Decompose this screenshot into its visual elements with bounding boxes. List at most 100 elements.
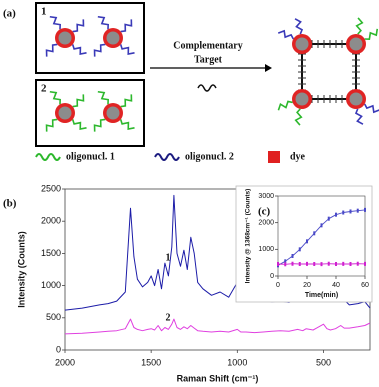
plot-frame <box>277 195 366 277</box>
x-tick-label: 2000 <box>55 357 75 367</box>
strand <box>49 15 61 30</box>
strand <box>277 100 293 111</box>
particle-core <box>295 92 309 106</box>
point <box>284 259 287 264</box>
point <box>320 262 323 267</box>
strand <box>45 118 58 132</box>
strand <box>363 103 379 114</box>
target-strand <box>197 84 217 92</box>
y-tick-label: 0 <box>270 273 274 280</box>
strand <box>119 119 135 131</box>
strand <box>72 19 85 33</box>
point <box>342 261 345 266</box>
particle-core <box>349 37 363 51</box>
point <box>277 262 279 266</box>
particle-core <box>349 92 363 106</box>
strand <box>93 43 106 57</box>
strand <box>45 43 58 57</box>
point <box>306 239 308 244</box>
strand <box>294 18 304 35</box>
point <box>364 261 366 266</box>
strand <box>364 28 379 40</box>
x-tick-label: 20 <box>303 282 311 289</box>
assembly-frame <box>301 43 357 100</box>
x-axis-label: Time(min) <box>305 292 338 299</box>
y-tick-label: 500 <box>46 312 61 322</box>
legend-dye <box>268 151 280 163</box>
x-tick-label: 60 <box>361 282 369 289</box>
y-tick-label: 2500 <box>41 183 61 193</box>
x-axis-label: Raman Shift (cm⁻¹) <box>177 373 259 383</box>
point <box>349 209 352 214</box>
strand <box>294 108 303 126</box>
strand <box>71 119 87 131</box>
strand <box>277 29 295 40</box>
strand <box>120 19 133 33</box>
legend-label: dye <box>290 151 306 162</box>
series-label: 2 <box>166 312 171 323</box>
point <box>364 207 366 212</box>
point <box>335 212 337 217</box>
x-tick-label: 500 <box>316 357 331 367</box>
x-tick-label: 1500 <box>141 357 161 367</box>
box-label: 1 <box>41 6 47 18</box>
legend-strand <box>154 153 180 161</box>
panel-label: (a) <box>3 8 16 20</box>
strand <box>49 90 61 105</box>
panel-label: (b) <box>3 198 17 210</box>
panel-label: (c) <box>258 206 271 218</box>
strand <box>97 90 109 105</box>
y-tick-label: 2000 <box>41 216 61 226</box>
strand <box>354 108 364 125</box>
point <box>306 261 308 266</box>
strand <box>355 17 364 35</box>
legend-label: oligonucl. 2 <box>185 151 234 162</box>
y-tick-label: 1500 <box>41 248 61 258</box>
point <box>313 231 316 236</box>
legend-strand <box>35 153 61 161</box>
y-tick-label: 1000 <box>258 246 274 253</box>
box <box>35 79 145 147</box>
particles <box>45 15 379 132</box>
box-label: 2 <box>41 83 47 95</box>
particle-core <box>106 106 120 120</box>
arrow-label: Complementary <box>173 40 242 51</box>
y-tick-label: 3000 <box>258 193 274 200</box>
arrow-label: Target <box>194 54 223 65</box>
point <box>298 247 301 252</box>
x-tick-label: 1000 <box>227 357 247 367</box>
point <box>291 254 294 258</box>
point <box>356 208 359 213</box>
point <box>313 262 316 266</box>
particle-core <box>295 37 309 51</box>
strand <box>120 94 133 108</box>
point <box>356 261 359 266</box>
point <box>335 262 337 266</box>
box <box>35 2 145 74</box>
strand <box>71 44 87 56</box>
point <box>327 261 330 266</box>
series-line <box>64 318 371 335</box>
point <box>298 262 301 266</box>
particle-core <box>58 106 72 120</box>
series-label: 1 <box>166 252 171 263</box>
strand <box>97 15 109 30</box>
particle-core <box>106 31 120 45</box>
legend-label: oligonucl. 1 <box>66 151 115 162</box>
y-tick-label: 0 <box>56 344 61 354</box>
point <box>327 216 330 221</box>
arrow-head <box>265 64 272 72</box>
y-tick-label: 2000 <box>258 220 274 227</box>
y-axis-label: Intensity @ 1368cm⁻¹ (Counts) <box>245 189 252 284</box>
point <box>342 210 345 215</box>
x-tick-label: 0 <box>276 282 280 289</box>
x-tick-label: 40 <box>332 282 340 289</box>
point <box>284 262 287 267</box>
strand <box>93 118 106 132</box>
point <box>320 223 323 228</box>
particle-core <box>58 31 72 45</box>
point <box>291 261 294 266</box>
strand <box>72 94 85 108</box>
y-tick-label: 1000 <box>41 280 61 290</box>
